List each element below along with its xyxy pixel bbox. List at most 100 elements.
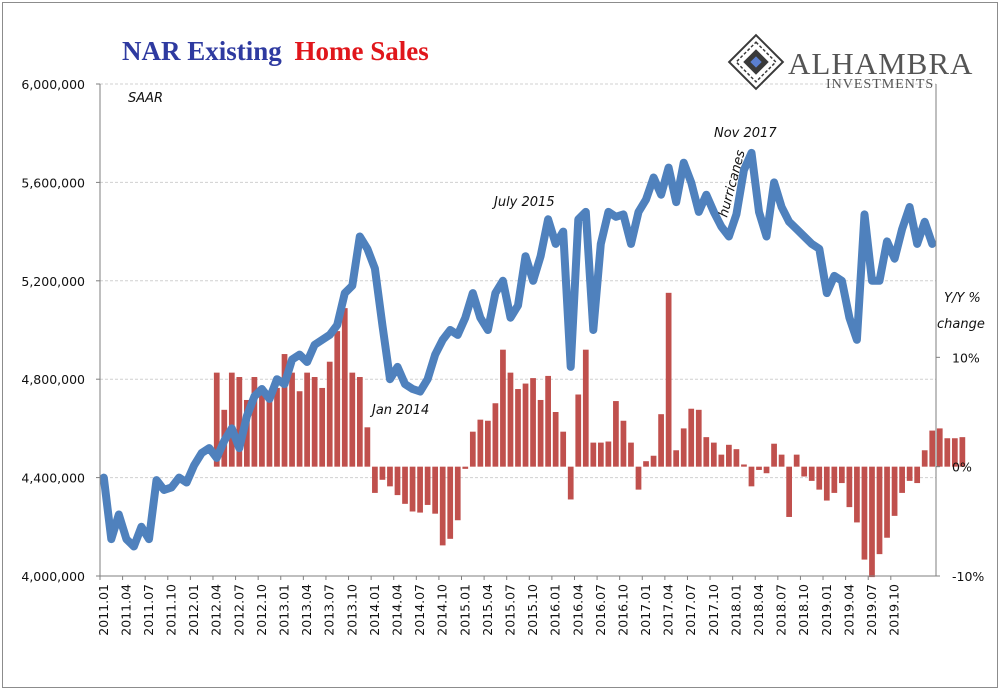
gridlines: [100, 83, 936, 479]
left-tick-label: 5,600,000: [21, 175, 85, 190]
yoy-bar: [936, 428, 943, 467]
annotation-jan-2014: Jan 2014: [369, 403, 429, 418]
x-tick-label: 2017.07: [683, 584, 698, 636]
yoy-bar: [838, 466, 845, 484]
yoy-bar: [236, 377, 243, 467]
yoy-bar: [349, 372, 356, 467]
yoy-bar: [515, 389, 521, 467]
yoy-bar: [567, 466, 574, 500]
yoy-bar: [831, 466, 838, 493]
yoy-bar: [613, 401, 619, 467]
x-tick-label: 2016.04: [570, 584, 585, 636]
yoy-bar: [695, 409, 702, 467]
yoy-bar: [379, 466, 386, 480]
yoy-bar: [213, 372, 220, 467]
x-tick-label: 2011.01: [96, 584, 111, 636]
yoy-bar: [289, 372, 295, 467]
yoy-bar: [454, 466, 461, 521]
x-tick-label: 2014.07: [412, 584, 427, 636]
x-tick-label: 2014.04: [389, 584, 404, 636]
yoy-bar: [778, 454, 785, 467]
yoy-bar: [281, 354, 288, 467]
yoy-bar: [650, 455, 657, 467]
left-tick-label: 5,200,000: [21, 274, 85, 289]
x-tick-label: 2011.07: [141, 584, 156, 636]
yoy-bar: [914, 466, 921, 484]
x-tick-label: 2017.10: [706, 584, 721, 636]
yoy-bar: [552, 412, 559, 467]
yoy-bar: [259, 387, 265, 467]
tick-labels: 4,000,000 4,400,000 4,800,000 5,200,000 5,60…: [21, 77, 984, 636]
yoy-bar: [921, 450, 928, 467]
yoy-bar: [899, 466, 905, 493]
yoy-bar: [688, 408, 695, 467]
yoy-bar: [710, 442, 717, 467]
yoy-bar: [620, 420, 627, 467]
yoy-bar: [786, 466, 792, 517]
title-part-2: Home Sales: [295, 36, 429, 66]
yoy-bar: [959, 437, 966, 467]
yoy-bar: [537, 399, 544, 467]
yoy-bar: [545, 375, 551, 467]
yoy-bar: [447, 466, 454, 539]
yoy-bar: [462, 466, 469, 469]
x-tick-label: 2015.01: [457, 584, 472, 636]
x-tick-label: 2018.07: [774, 584, 789, 636]
yoy-bar: [477, 419, 484, 467]
yoy-bar: [228, 372, 235, 467]
yoy-bar: [575, 394, 582, 467]
left-tick-label: 6,000,000: [21, 77, 85, 92]
yoy-bar: [372, 466, 378, 493]
yoy-bar: [590, 442, 597, 467]
yoy-bar: [793, 454, 800, 467]
units-label: SAAR: [128, 91, 163, 106]
x-tick-label: 2019.07: [864, 584, 879, 636]
yoy-bar: [808, 466, 815, 481]
x-tick-label: 2017.04: [661, 584, 676, 636]
yoy-bar: [628, 442, 634, 467]
x-tick-label: 2019.04: [841, 584, 856, 636]
x-tick-label: 2019.01: [819, 584, 834, 636]
yoy-bar: [296, 391, 303, 467]
yoy-bar: [402, 466, 408, 504]
yoy-bar: [906, 466, 913, 481]
yoy-bar: [439, 466, 446, 546]
sales-line: [99, 148, 937, 551]
yoy-bar: [846, 466, 853, 508]
diamond-logo-icon: [727, 33, 785, 91]
title-part-1: NAR Existing: [122, 36, 282, 66]
yoy-bar: [771, 443, 777, 467]
yoy-bar: [944, 438, 951, 467]
yoy-bar: [726, 444, 732, 467]
x-tick-label: 2013.07: [322, 584, 337, 636]
right-tick-label: -10%: [952, 569, 984, 584]
x-tick-label: 2014.10: [435, 584, 450, 636]
x-tick-label: 2017.01: [638, 584, 653, 636]
yoy-bar: [951, 438, 958, 467]
yoy-bar: [763, 466, 770, 474]
yoy-bar: [507, 372, 514, 467]
x-tick-label: 2012.04: [209, 584, 224, 636]
axes: [96, 83, 940, 580]
yoy-bar: [469, 431, 476, 467]
x-tick-label: 2015.07: [502, 584, 517, 636]
yoy-bar: [485, 420, 491, 467]
annotation-nov-2017: Nov 2017: [714, 126, 777, 141]
yoy-bar: [673, 450, 680, 467]
yoy-bar: [854, 466, 860, 523]
x-tick-label: 2012.07: [231, 584, 246, 636]
x-tick-label: 2013.04: [299, 584, 314, 636]
yoy-bar: [801, 466, 808, 477]
chart-title: NAR Existing Home Sales: [122, 36, 429, 66]
yoy-bar: [304, 372, 310, 467]
yoy-bar: [311, 377, 318, 467]
yoy-bar: [597, 442, 604, 467]
x-tick-label: 2012.01: [186, 584, 201, 636]
right-tick-label: 0%: [952, 460, 972, 475]
yoy-bar: [387, 466, 393, 487]
x-tick-label: 2013.10: [344, 584, 359, 636]
yoy-bar: [643, 461, 649, 467]
yoy-bar: [680, 428, 687, 467]
yoy-bar: [756, 466, 762, 470]
